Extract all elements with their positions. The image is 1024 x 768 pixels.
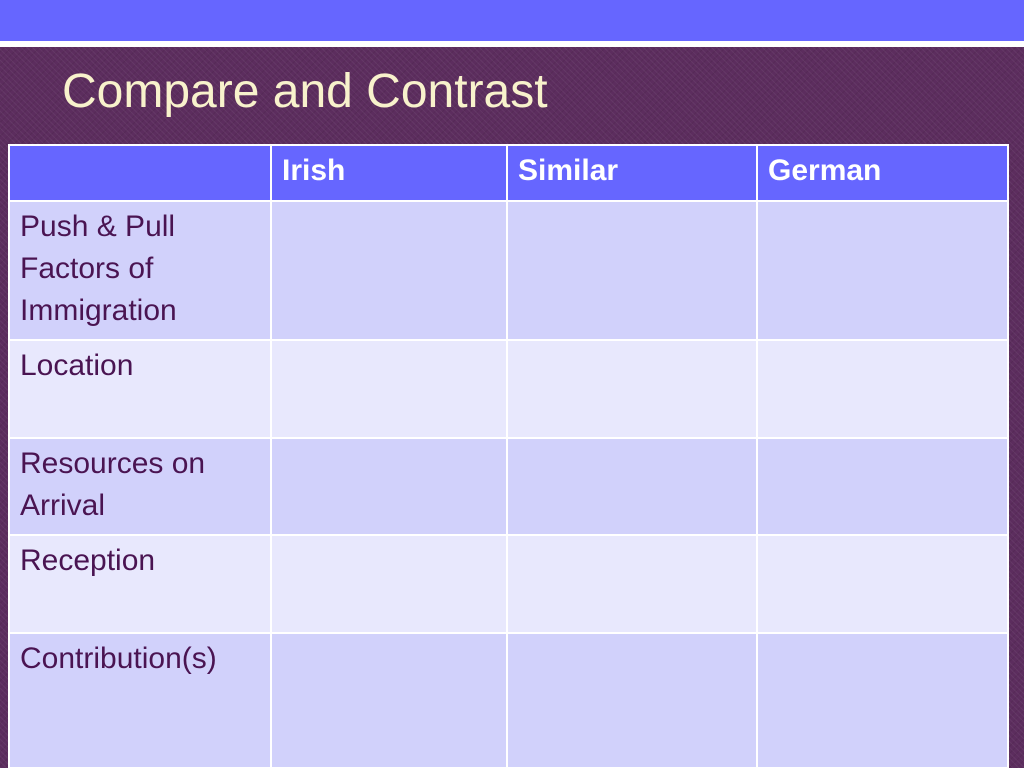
cell-irish bbox=[270, 437, 508, 536]
cell-irish bbox=[270, 534, 508, 634]
cell-irish bbox=[270, 200, 508, 341]
table-row: Contribution(s) bbox=[8, 632, 1009, 768]
row-label-resources: Resources on Arrival bbox=[8, 437, 272, 536]
row-label-reception: Reception bbox=[8, 534, 272, 634]
cell-german bbox=[756, 437, 1009, 536]
cell-similar bbox=[506, 339, 758, 439]
compare-table: Irish Similar German Push & Pull Factors… bbox=[8, 144, 1009, 768]
cell-german bbox=[756, 339, 1009, 439]
header-cell-irish: Irish bbox=[270, 144, 508, 202]
cell-german bbox=[756, 200, 1009, 341]
top-accent-band bbox=[0, 0, 1024, 41]
table-header-row: Irish Similar German bbox=[8, 144, 1009, 202]
row-label-location: Location bbox=[8, 339, 272, 439]
cell-similar bbox=[506, 200, 758, 341]
slide-title: Compare and Contrast bbox=[62, 65, 548, 118]
cell-similar bbox=[506, 534, 758, 634]
table-row: Push & Pull Factors of Immigration bbox=[8, 200, 1009, 341]
cell-similar bbox=[506, 437, 758, 536]
cell-german bbox=[756, 534, 1009, 634]
table-row: Resources on Arrival bbox=[8, 437, 1009, 536]
cell-german bbox=[756, 632, 1009, 768]
row-label-push-pull: Push & Pull Factors of Immigration bbox=[8, 200, 272, 341]
cell-similar bbox=[506, 632, 758, 768]
row-label-contributions: Contribution(s) bbox=[8, 632, 272, 768]
table-row: Reception bbox=[8, 534, 1009, 634]
header-cell-similar: Similar bbox=[506, 144, 758, 202]
table-row: Location bbox=[8, 339, 1009, 439]
cell-irish bbox=[270, 339, 508, 439]
header-cell-corner bbox=[8, 144, 272, 202]
cell-irish bbox=[270, 632, 508, 768]
top-divider-line bbox=[0, 41, 1024, 47]
header-cell-german: German bbox=[756, 144, 1009, 202]
